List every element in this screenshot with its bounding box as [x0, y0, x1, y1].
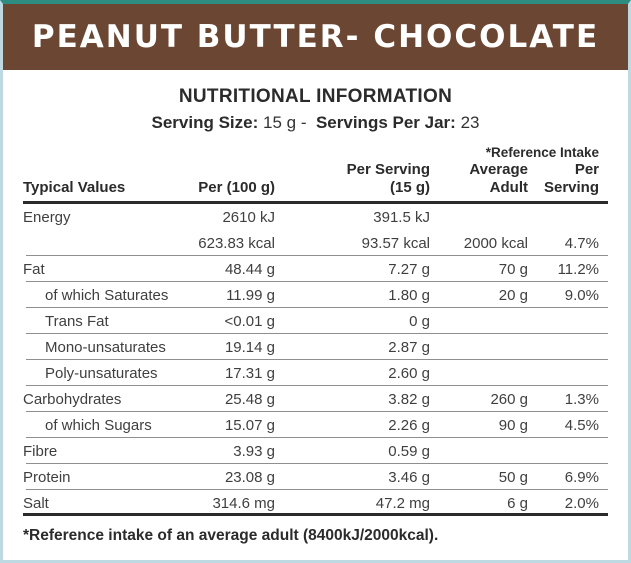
table-row: Fibre 3.93 g 0.59 g [23, 438, 608, 464]
value-per-serving: 1.80 g [388, 286, 430, 304]
value-per-100g: 25.48 g [224, 390, 275, 408]
per-serving-line1: Per Serving [346, 161, 430, 178]
row-label: of which Saturates [45, 286, 169, 304]
table-row: Fat 48.44 g 7.27 g 70 g 11.2% [23, 256, 608, 282]
table-row: Trans Fat <0.01 g 0 g [23, 308, 608, 334]
servings-per-jar-label: Servings Per Jar: [315, 113, 456, 132]
header-divider-rule [23, 201, 608, 204]
row-label: of which Sugars [45, 416, 152, 434]
value-per-serving: 2.87 g [388, 338, 430, 356]
nutrition-table: *Reference Intake Typical Values Per (10… [23, 145, 608, 516]
value-pct-per-serving: 2.0% [564, 494, 599, 512]
value-per-serving: 3.82 g [388, 390, 430, 408]
serving-size-label: Serving Size: [151, 113, 259, 132]
row-label: Protein [23, 468, 71, 486]
row-label: Fat [23, 260, 45, 278]
table-row: 623.83 kcal 93.57 kcal 2000 kcal 4.7% [23, 230, 608, 256]
table-row: Energy 2610 kJ 391.5 kJ [23, 204, 608, 230]
nutritional-information-heading: NUTRITIONAL INFORMATION [178, 86, 453, 107]
value-pct-per-serving: 9.0% [564, 286, 599, 304]
table-row: of which Sugars 15.07 g 2.26 g 90 g 4.5% [23, 412, 608, 438]
table-row: Carbohydrates 25.48 g 3.82 g 260 g 1.3% [23, 386, 608, 412]
value-pct-per-serving: 6.9% [564, 468, 599, 486]
product-banner: PEANUT BUTTER- CHOCOLATE [3, 4, 628, 70]
pct-header-line2: Serving [543, 179, 599, 196]
column-header-per-serving: Per Serving (15 g) [275, 161, 430, 197]
reference-intake-footnote: *Reference intake of an average adult (8… [23, 527, 439, 544]
table-row: Protein 23.08 g 3.46 g 50 g 6.9% [23, 464, 608, 490]
value-per-100g: 623.83 kcal [198, 234, 275, 252]
row-label: Mono-unsaturates [45, 338, 166, 356]
column-header-typical-values: Typical Values [23, 179, 126, 196]
table-row: of which Saturates 11.99 g 1.80 g 20 g 9… [23, 282, 608, 308]
row-label: Poly-unsaturates [45, 364, 158, 382]
serving-info-line: Serving Size: 15 g - Servings Per Jar: 2… [3, 113, 628, 133]
table-body: Energy 2610 kJ 391.5 kJ 623.83 kcal 93.5… [23, 204, 608, 516]
value-pct-per-serving: 4.5% [564, 416, 599, 434]
value-per-100g: <0.01 g [224, 312, 275, 330]
serving-size-value: 15 g [263, 113, 297, 132]
value-pct-per-serving: 11.2% [557, 260, 599, 278]
value-per-100g: 3.93 g [233, 442, 275, 460]
value-average-adult: 260 g [490, 390, 528, 408]
value-per-100g: 314.6 mg [212, 494, 275, 512]
row-label: Carbohydrates [23, 390, 122, 408]
value-average-adult: 50 g [498, 468, 528, 486]
product-title: PEANUT BUTTER- CHOCOLATE [31, 19, 600, 55]
value-per-100g: 48.44 g [224, 260, 275, 278]
table-row: Poly-unsaturates 17.31 g 2.60 g [23, 360, 608, 386]
value-average-adult: 2000 kcal [463, 234, 528, 252]
column-header-per-serving-pct: Per Serving [528, 161, 608, 197]
per-serving-line2: (15 g) [389, 179, 430, 196]
serving-dash: - [300, 113, 307, 132]
row-label: Energy [23, 208, 71, 226]
table-row: Salt 314.6 mg 47.2 mg 6 g 2.0% [23, 490, 608, 516]
value-average-adult: 70 g [498, 260, 528, 278]
value-average-adult: 20 g [498, 286, 528, 304]
value-per-serving: 391.5 kJ [373, 208, 430, 226]
value-per-100g: 2610 kJ [222, 208, 275, 226]
value-per-serving: 2.60 g [388, 364, 430, 382]
average-adult-line1: Average [469, 161, 528, 178]
value-average-adult: 6 g [507, 494, 528, 512]
row-label: Fibre [23, 442, 58, 460]
column-header-per-100g: Per (100 g) [198, 179, 275, 196]
table-header-row: Typical Values Per (100 g) Per Serving (… [23, 161, 608, 201]
row-label: Trans Fat [45, 312, 109, 330]
value-per-100g: 19.14 g [224, 338, 275, 356]
servings-per-jar-value: 23 [460, 113, 480, 132]
value-pct-per-serving: 4.7% [564, 234, 599, 252]
value-per-serving: 0.59 g [388, 442, 430, 460]
value-per-serving: 7.27 g [388, 260, 430, 278]
value-per-serving: 3.46 g [388, 468, 430, 486]
table-row: Mono-unsaturates 19.14 g 2.87 g [23, 334, 608, 360]
value-per-serving: 93.57 kcal [361, 234, 430, 252]
value-pct-per-serving: 1.3% [564, 390, 599, 408]
row-label: Salt [23, 494, 49, 512]
reference-intake-note: *Reference Intake [485, 145, 599, 160]
column-header-average-adult: Average Adult [430, 161, 528, 197]
value-per-100g: 15.07 g [224, 416, 275, 434]
average-adult-line2: Adult [489, 179, 528, 196]
value-per-100g: 17.31 g [224, 364, 275, 382]
value-per-serving: 2.26 g [388, 416, 430, 434]
value-per-serving: 47.2 mg [375, 494, 430, 512]
pct-header-line1: Per [574, 161, 599, 178]
value-per-serving: 0 g [409, 312, 430, 330]
value-average-adult: 90 g [498, 416, 528, 434]
value-per-100g: 23.08 g [224, 468, 275, 486]
value-per-100g: 11.99 g [226, 286, 275, 304]
